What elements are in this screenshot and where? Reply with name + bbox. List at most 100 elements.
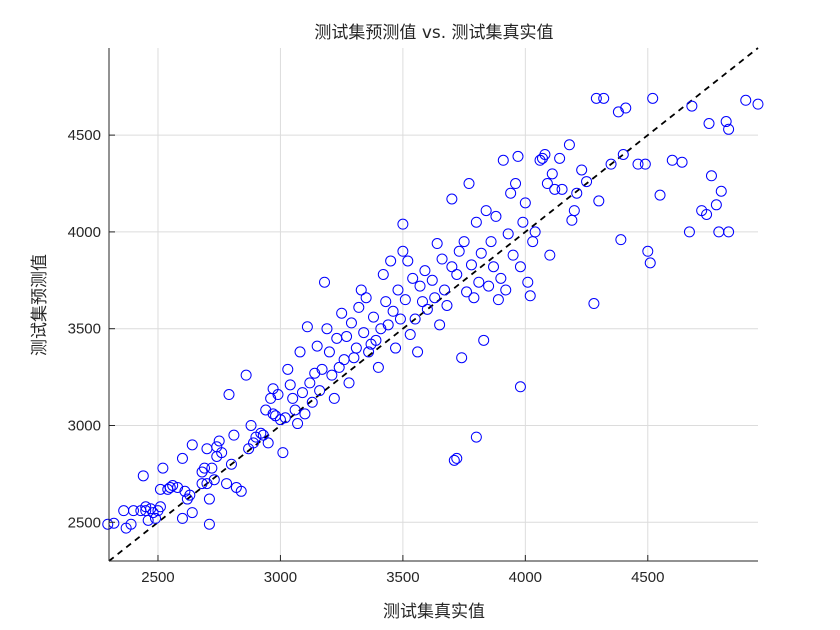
data-point (223, 389, 235, 401)
data-point (196, 478, 208, 490)
data-point (394, 313, 406, 325)
y-axis-label: 测试集预测值 (30, 254, 50, 356)
x-axis-label: 测试集真实值 (383, 602, 485, 622)
data-point (507, 249, 519, 261)
data-point (257, 429, 269, 441)
data-point (289, 404, 301, 416)
data-point (150, 512, 162, 524)
data-point (201, 443, 213, 455)
data-point (723, 226, 735, 238)
data-point (416, 296, 428, 308)
data-point (723, 123, 735, 135)
data-point (147, 507, 159, 519)
data-point (563, 139, 575, 151)
data-point (360, 292, 372, 304)
data-point (206, 462, 218, 474)
data-point (167, 480, 179, 492)
data-point (473, 276, 485, 288)
data-point (353, 301, 365, 313)
data-point (319, 276, 331, 288)
x-tick-label: 2500 (141, 569, 174, 586)
y-tick-label: 2500 (68, 514, 101, 531)
data-point (647, 92, 659, 104)
data-point (740, 94, 752, 106)
data-point (164, 481, 176, 493)
reference-line (108, 47, 759, 562)
data-point (321, 323, 333, 335)
data-point (323, 346, 335, 358)
data-point (311, 340, 323, 352)
data-point (199, 462, 211, 474)
data-point (617, 148, 629, 160)
data-point (527, 236, 539, 248)
data-point (407, 272, 419, 284)
data-point (703, 117, 715, 129)
data-point (358, 327, 370, 339)
data-point (240, 369, 252, 381)
data-point (387, 305, 399, 317)
data-point (654, 189, 666, 201)
data-point (235, 485, 247, 497)
data-point (605, 158, 617, 170)
data-point (336, 307, 348, 319)
data-point (453, 245, 465, 257)
data-point (245, 419, 257, 431)
data-point (549, 183, 561, 195)
grid (109, 48, 758, 561)
data-point (598, 92, 610, 104)
data-point (497, 154, 509, 166)
data-point (299, 408, 311, 420)
data-point (500, 284, 512, 296)
data-point (505, 187, 517, 199)
data-point (316, 363, 328, 375)
data-point (390, 342, 402, 354)
data-point (581, 176, 593, 188)
axes (108, 48, 758, 562)
y-tick-label: 4000 (68, 224, 101, 241)
data-point (514, 261, 526, 273)
data-point (686, 100, 698, 112)
data-point (154, 501, 166, 513)
data-point (720, 116, 732, 128)
data-point (475, 247, 487, 259)
data-point (355, 284, 367, 296)
data-point (292, 418, 304, 430)
data-point (632, 158, 644, 170)
data-point (463, 178, 475, 190)
data-point (314, 385, 326, 397)
data-point (470, 431, 482, 443)
data-point (176, 452, 188, 464)
data-point (228, 429, 240, 441)
data-point (284, 379, 296, 391)
data-point (363, 346, 375, 358)
data-point (519, 197, 531, 209)
data-point (287, 392, 299, 404)
data-point (566, 214, 578, 226)
data-point (529, 226, 541, 238)
data-point (642, 245, 654, 257)
y-tick-label: 4500 (68, 127, 101, 144)
x-tick-label: 4500 (631, 569, 664, 586)
data-point (492, 294, 504, 306)
data-point (108, 517, 120, 529)
data-point (666, 154, 678, 166)
data-point (512, 150, 524, 162)
data-point (412, 346, 424, 358)
data-point (470, 216, 482, 228)
x-tick-label: 3500 (386, 569, 419, 586)
data-point (409, 313, 421, 325)
data-point (372, 361, 384, 373)
data-point (306, 396, 318, 408)
data-point (593, 195, 605, 207)
data-point (247, 437, 259, 449)
data-point (338, 354, 350, 366)
data-point (431, 238, 443, 250)
data-point (277, 447, 289, 459)
data-point (125, 518, 137, 530)
data-point (404, 329, 416, 341)
data-point (639, 158, 651, 170)
data-point (208, 474, 220, 486)
data-point (341, 330, 353, 342)
data-point (343, 377, 355, 389)
